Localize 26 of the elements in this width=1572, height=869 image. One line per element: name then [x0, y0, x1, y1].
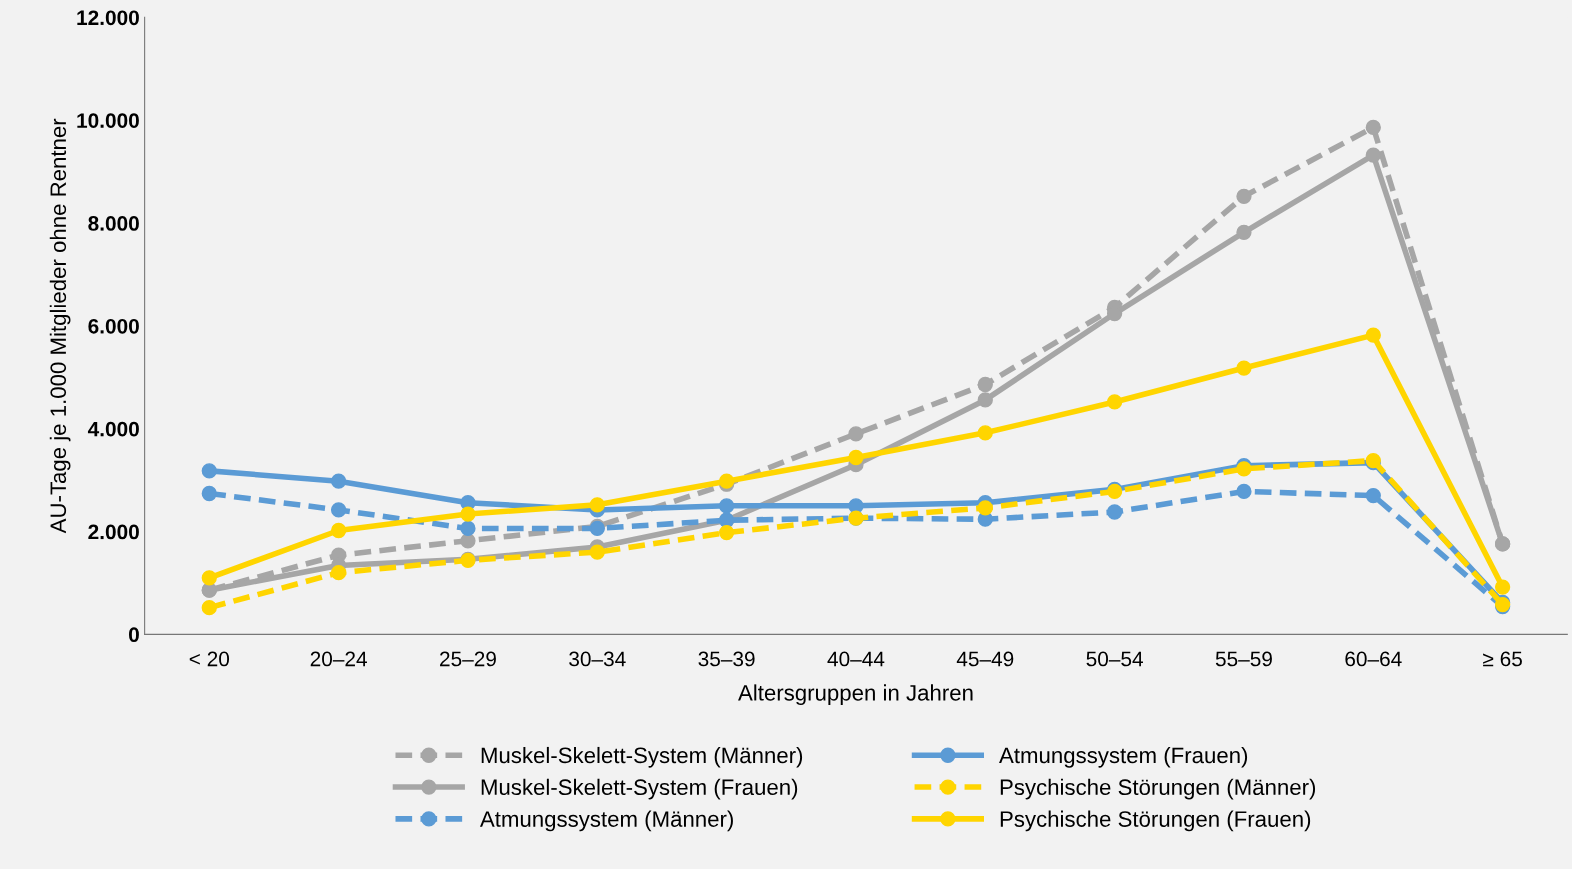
y-axis-title: AU-Tage je 1.000 Mitglieder ohne Rentner [49, 118, 71, 534]
legend-label: Atmungssystem (Männer) [479, 810, 733, 832]
y-tick-label: 2.000 [88, 524, 139, 540]
y-tick-label: 0 [129, 627, 139, 643]
y-tick-label: 10.000 [77, 113, 139, 128]
x-tick-label: 30–34 [569, 651, 626, 667]
x-tick-label: 35–39 [698, 651, 755, 667]
x-tick-label: 50–54 [1086, 651, 1143, 667]
legend-label: Muskel-Skelett-System (Frauen) [481, 778, 798, 800]
x-tick-label: 25–29 [440, 651, 496, 667]
x-tick-label: < 20 [189, 651, 230, 667]
legend-label: Psychische Störungen (Frauen) [1000, 810, 1311, 832]
x-tick-label: 55–59 [1215, 651, 1272, 667]
y-tick-label: 12.000 [77, 10, 139, 26]
x-tick-label: 20–24 [310, 651, 367, 667]
legend-label: Atmungssystem (Frauen) [999, 746, 1248, 768]
legend-label: Muskel-Skelett-System (Männer) [481, 746, 803, 768]
x-tick-label: 60–64 [1345, 651, 1402, 667]
legend-label: Psychische Störungen (Männer) [1000, 778, 1316, 800]
x-tick-label: 40–44 [827, 651, 885, 667]
x-tick-label: 45–49 [956, 651, 1014, 667]
y-tick-label: 6.000 [88, 318, 139, 334]
x-axis-title: Altersgruppen in Jahren [738, 684, 973, 706]
y-tick-label: 8.000 [88, 216, 139, 231]
y-tick-label: 4.000 [87, 421, 139, 437]
x-tick-label: ≥ 65 [1483, 651, 1522, 667]
